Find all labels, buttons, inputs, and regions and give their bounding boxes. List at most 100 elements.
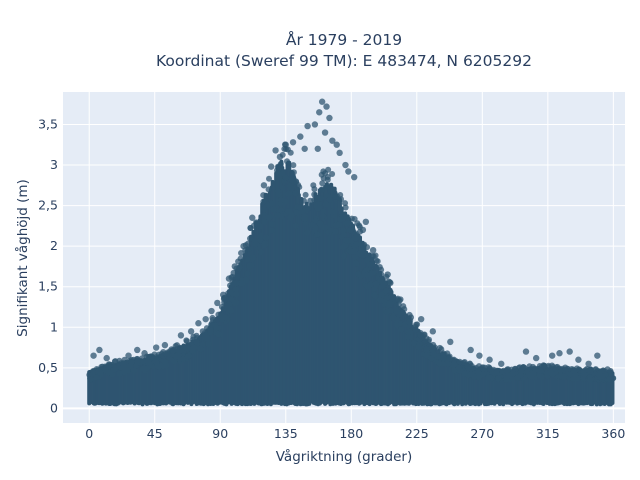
data-point [258, 249, 265, 256]
data-point [290, 162, 297, 169]
data-point [260, 192, 267, 199]
data-point [247, 235, 254, 242]
data-point [412, 326, 419, 333]
data-point [292, 222, 299, 229]
data-points [86, 98, 617, 407]
data-point [592, 366, 599, 373]
data-point [260, 198, 267, 205]
data-point-outlier [326, 114, 333, 122]
data-point-outlier [314, 145, 321, 152]
data-point-outlier [369, 246, 377, 254]
data-point-outlier [125, 352, 132, 359]
data-point [252, 241, 259, 248]
data-point [493, 369, 500, 376]
data-point [451, 367, 458, 374]
data-point-outlier [214, 299, 221, 307]
data-point [269, 227, 276, 234]
data-point [179, 355, 186, 362]
data-point [300, 215, 307, 222]
data-point [340, 227, 347, 234]
data-point [311, 196, 318, 203]
data-point [510, 370, 517, 377]
data-point [225, 290, 232, 297]
x-axis-title: Vågriktning (grader) [276, 448, 413, 465]
data-point [296, 204, 303, 211]
data-point [239, 280, 246, 287]
data-point [201, 330, 208, 337]
data-point [426, 336, 433, 343]
data-point-outlier [342, 161, 349, 169]
data-point-outlier [350, 173, 358, 181]
data-point [404, 333, 411, 340]
data-point [393, 321, 400, 328]
data-point [581, 371, 588, 378]
data-point [263, 234, 270, 241]
data-point [314, 205, 321, 212]
data-point [302, 207, 309, 214]
data-point [238, 249, 245, 256]
data-point [340, 253, 347, 260]
data-point [265, 201, 272, 208]
data-point [587, 366, 594, 373]
data-point [572, 371, 579, 378]
data-point [479, 364, 486, 371]
data-point [244, 270, 251, 277]
data-point [285, 190, 292, 197]
data-point [379, 283, 386, 290]
data-point [475, 369, 482, 376]
data-point [190, 344, 197, 351]
data-point [310, 182, 317, 189]
data-point [277, 162, 284, 169]
data-point [225, 301, 232, 308]
data-point [175, 352, 182, 359]
data-point [235, 258, 242, 265]
data-point-outlier [345, 168, 352, 175]
data-point [417, 331, 424, 338]
data-point-outlier [304, 122, 311, 130]
data-point [451, 361, 458, 368]
data-point [373, 281, 380, 288]
data-point-outlier [90, 352, 97, 359]
data-point [215, 331, 222, 338]
data-point [558, 372, 565, 379]
data-point [387, 280, 394, 287]
data-point [495, 374, 502, 381]
data-point [111, 366, 118, 373]
data-point [351, 254, 358, 261]
data-point [372, 252, 379, 259]
data-point-outlier [486, 356, 493, 363]
data-point [367, 281, 374, 288]
data-point [444, 360, 451, 367]
y-tick-label: 3 [50, 157, 58, 172]
data-point [218, 303, 225, 310]
data-point-outlier [282, 141, 289, 148]
data-point [400, 303, 407, 310]
data-point [438, 346, 445, 353]
data-point [599, 373, 606, 380]
data-point [233, 273, 240, 280]
data-point [127, 362, 134, 369]
data-point [145, 359, 152, 366]
data-point [480, 371, 487, 378]
data-point [293, 178, 300, 185]
data-point [319, 180, 326, 187]
data-point-outlier [329, 137, 336, 144]
data-point-outlier [152, 344, 160, 351]
data-point-outlier [240, 242, 247, 250]
data-point [296, 184, 303, 191]
data-point [162, 350, 169, 357]
data-point-outlier [522, 348, 530, 355]
data-point [387, 307, 394, 314]
data-point-outlier [187, 328, 195, 335]
x-tick-label: 270 [470, 426, 494, 441]
data-point-outlier [429, 328, 437, 335]
data-point [385, 302, 392, 309]
data-point [275, 191, 282, 198]
data-point [473, 364, 480, 371]
data-point [233, 291, 240, 298]
data-point [232, 286, 239, 293]
data-point [536, 372, 543, 379]
data-point [413, 321, 420, 328]
data-point-outlier [417, 315, 425, 323]
